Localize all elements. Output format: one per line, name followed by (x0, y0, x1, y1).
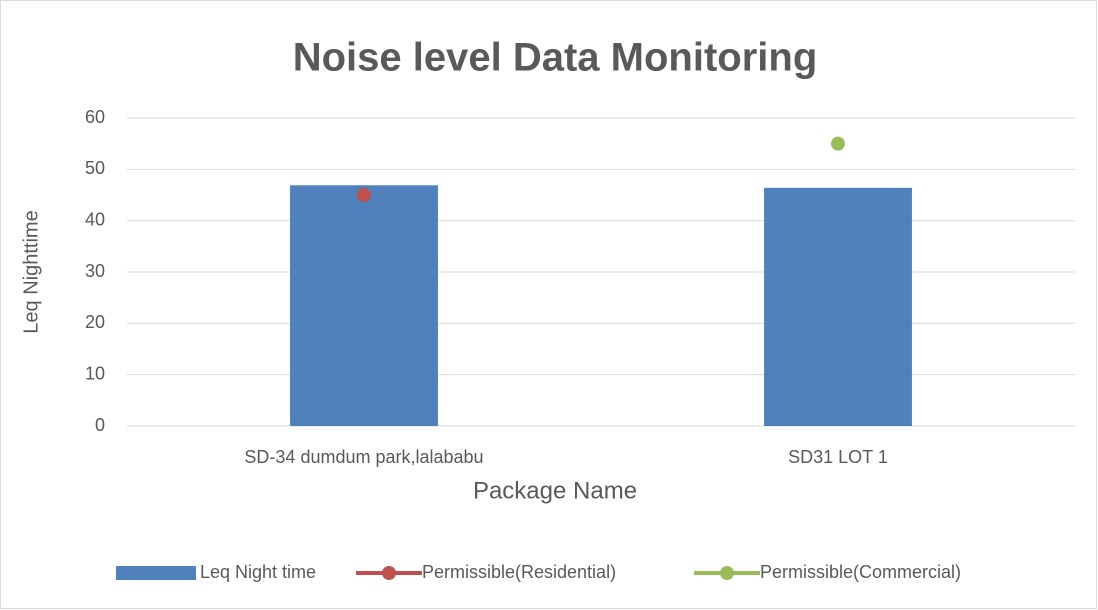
y-tick-label: 10 (85, 363, 105, 383)
legend-swatch (116, 566, 196, 580)
y-tick-label: 50 (85, 158, 105, 178)
y-tick-label: 20 (85, 312, 105, 332)
y-tick-label: 0 (95, 415, 105, 435)
legend-label: Permissible(Residential) (422, 562, 616, 582)
legend-label: Permissible(Commercial) (760, 562, 961, 582)
chart-title: Noise level Data Monitoring (293, 36, 818, 80)
x-tick-label: SD31 LOT 1 (788, 447, 888, 467)
marker (831, 136, 845, 151)
y-tick-label: 40 (85, 209, 105, 229)
marker (357, 188, 371, 202)
y-axis-label: Leq Nighttime (20, 210, 42, 333)
y-tick-label: 60 (85, 107, 105, 127)
legend-swatch (382, 566, 396, 580)
bar (764, 187, 912, 426)
bar (290, 185, 438, 426)
x-axis-label: Package Name (473, 477, 637, 504)
y-tick-label: 30 (85, 261, 105, 281)
legend-swatch (720, 566, 734, 580)
legend-label: Leq Night time (200, 562, 316, 582)
x-tick-label: SD-34 dumdum park,lalababu (244, 447, 483, 467)
